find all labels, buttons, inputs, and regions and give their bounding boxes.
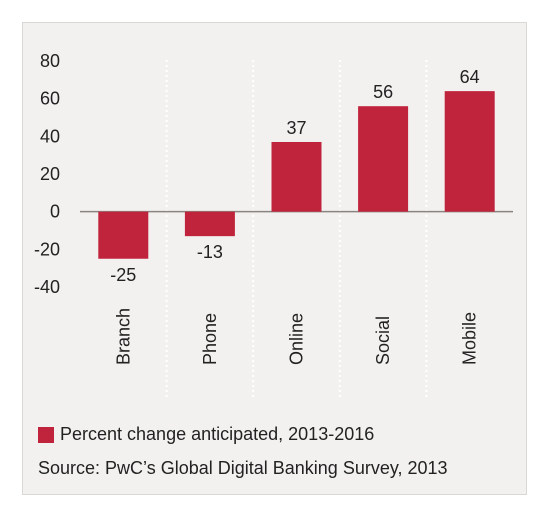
- y-tick-label: 80: [40, 51, 60, 71]
- y-tick-label: -40: [34, 277, 60, 297]
- category-label-branch: Branch: [113, 308, 133, 365]
- y-tick-label: 0: [50, 202, 60, 222]
- y-tick-label: 60: [40, 89, 60, 109]
- data-label: -13: [197, 242, 223, 262]
- category-label-phone: Phone: [200, 313, 220, 365]
- y-tick-label: 20: [40, 164, 60, 184]
- y-tick-label: 40: [40, 126, 60, 146]
- bar-online: [271, 141, 322, 212]
- bar-social: [358, 106, 409, 212]
- data-label: -25: [110, 265, 136, 285]
- data-label: 56: [373, 82, 393, 102]
- bar-branch: [98, 211, 149, 259]
- data-label: 64: [460, 67, 480, 87]
- category-label-social: Social: [373, 316, 393, 365]
- bar-mobile: [444, 91, 495, 212]
- y-tick-label: -20: [34, 239, 60, 259]
- legend-swatch: [38, 426, 54, 443]
- bar-phone: [184, 211, 235, 237]
- source-note: Source: PwC’s Global Digital Banking Sur…: [38, 458, 448, 478]
- legend-label: Percent change anticipated, 2013-2016: [60, 424, 375, 444]
- category-label-online: Online: [287, 313, 307, 365]
- data-label: 37: [286, 118, 306, 138]
- legend: Percent change anticipated, 2013-2016: [38, 424, 374, 445]
- bar-chart: 80 60 40 20 0 -20 -40 -25 -13 37 56 64 Branch Phone…: [34, 51, 513, 400]
- category-label-mobile: Mobile: [460, 312, 480, 365]
